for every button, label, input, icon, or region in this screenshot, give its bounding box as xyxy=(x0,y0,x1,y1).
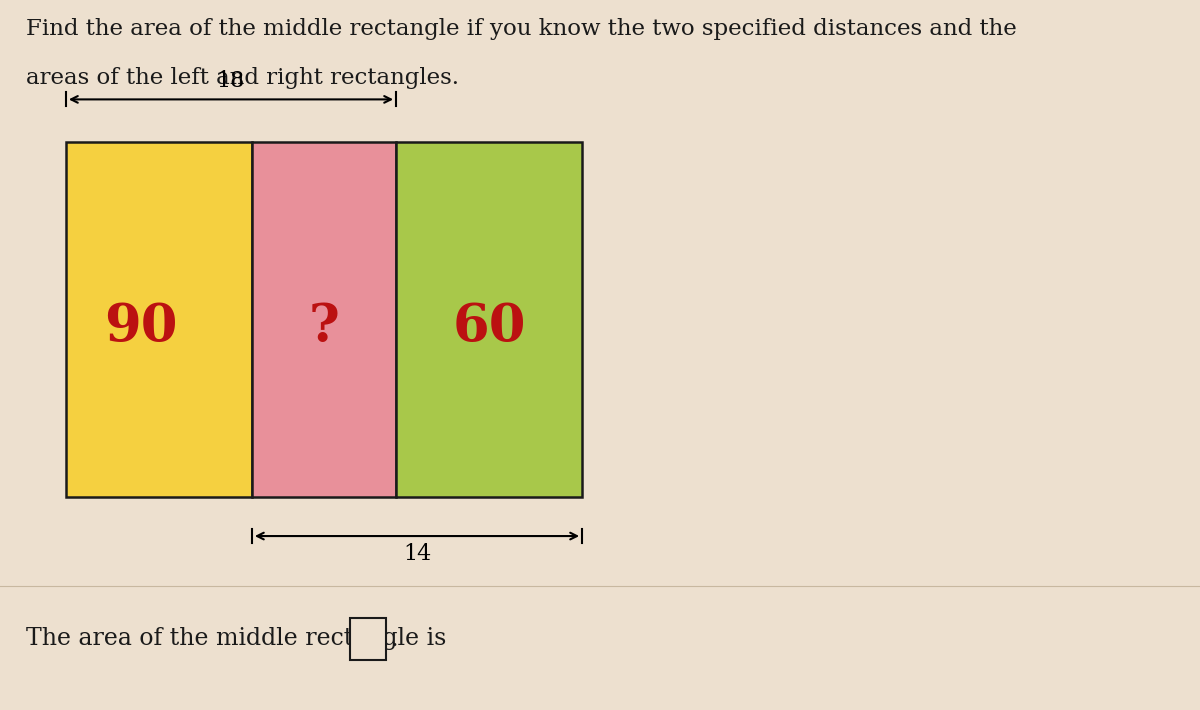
Text: ?: ? xyxy=(308,301,340,352)
Bar xyxy=(396,142,582,497)
Bar xyxy=(350,618,386,660)
Text: 14: 14 xyxy=(403,543,431,565)
Text: 18: 18 xyxy=(217,70,245,92)
Text: The area of the middle rectangle is: The area of the middle rectangle is xyxy=(26,628,446,650)
Text: 60: 60 xyxy=(452,301,526,352)
Bar xyxy=(66,142,252,497)
Text: 90: 90 xyxy=(103,301,178,352)
Text: .: . xyxy=(391,628,398,650)
Text: areas of the left and right rectangles.: areas of the left and right rectangles. xyxy=(26,67,460,89)
Bar xyxy=(252,142,396,497)
Text: Find the area of the middle rectangle if you know the two specified distances an: Find the area of the middle rectangle if… xyxy=(26,18,1018,40)
